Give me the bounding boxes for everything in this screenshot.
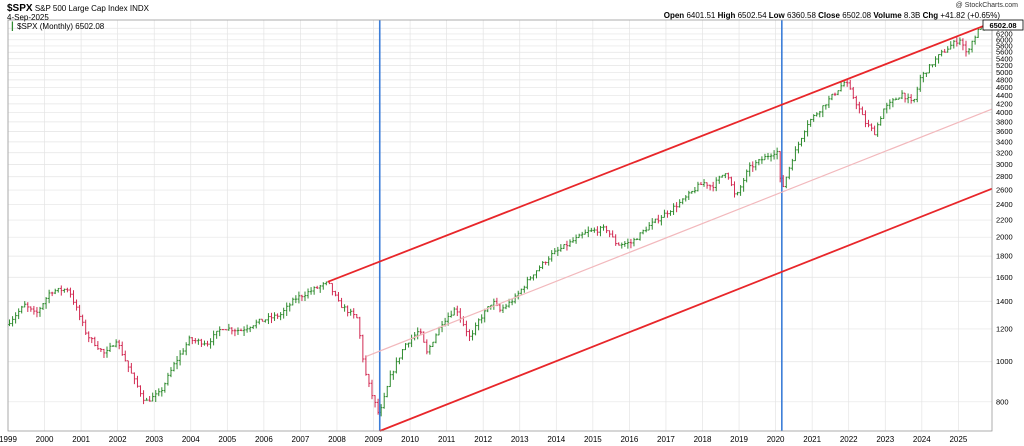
y-tick-label: 5000 (996, 68, 1013, 77)
x-tick-label: 2015 (584, 435, 602, 444)
high-value: 6502.54 (737, 11, 767, 20)
index-name: S&P 500 Large Cap Index (34, 4, 128, 13)
chart-gridlines (7, 20, 992, 431)
volume-label: Volume (873, 11, 902, 20)
close-label: Close (818, 11, 840, 20)
ohlc-summary: Open 6401.51 High 6502.54 Low 6360.58 Cl… (664, 11, 1000, 20)
y-tick-label: 2400 (996, 200, 1013, 209)
x-tick-label: 2022 (840, 435, 858, 444)
chart-title: $SPX S&P 500 Large Cap Index INDX (7, 3, 149, 14)
y-tick-label: 5400 (996, 54, 1013, 63)
y-tick-label: 6000 (996, 35, 1013, 44)
x-tick-label: 2013 (511, 435, 529, 444)
x-tick-label: 2006 (255, 435, 273, 444)
y-tick-label: 800 (996, 397, 1009, 406)
x-tick-label: 2005 (218, 435, 236, 444)
x-tick-label: 2011 (438, 435, 456, 444)
x-tick-label: 2012 (474, 435, 492, 444)
channel-lower-line (379, 187, 993, 432)
y-tick-label: 4400 (996, 91, 1013, 100)
y-tick-label: 5800 (996, 41, 1013, 50)
legend-text: $SPX (Monthly) 6502.08 (17, 22, 105, 31)
x-tick-label: 2003 (145, 435, 163, 444)
x-tick-label: 2017 (657, 435, 675, 444)
y-tick-label: 1800 (996, 252, 1013, 261)
y-tick-label: 2000 (996, 233, 1013, 242)
y-tick-label: 5200 (996, 61, 1013, 70)
x-tick-label: 2019 (730, 435, 748, 444)
x-tick-label: 1999 (0, 435, 17, 444)
x-tick-label: 2004 (182, 435, 200, 444)
y-tick-label: 4600 (996, 83, 1013, 92)
high-label: High (717, 11, 736, 20)
y-tick-label: 4800 (996, 75, 1013, 84)
y-tick-label: 4200 (996, 99, 1013, 108)
ohlc-bars (8, 20, 986, 417)
x-tick-label: 2002 (109, 435, 127, 444)
y-tick-label: 5600 (996, 48, 1013, 57)
x-tick-label: 2023 (876, 435, 894, 444)
x-tick-label: 2007 (292, 435, 310, 444)
x-tick-label: 2010 (401, 435, 419, 444)
y-tick-label: 3400 (996, 137, 1013, 146)
y-tick-label: 2200 (996, 216, 1013, 225)
x-tick-label: 2021 (803, 435, 821, 444)
y-tick-label: 1000 (996, 357, 1013, 366)
x-tick-label: 2020 (767, 435, 785, 444)
chart-date: 4-Sep-2025 (7, 13, 49, 22)
volume-value: 8.3B (903, 11, 921, 20)
ticker-symbol: $SPX (7, 3, 33, 14)
last-price-tag: 6502.08 (982, 19, 1024, 31)
open-label: Open (663, 11, 685, 20)
x-tick-label: 2001 (72, 435, 90, 444)
change-label: Chg (922, 11, 939, 20)
y-tick-label: 3800 (996, 117, 1013, 126)
y-tick-label: 2600 (996, 186, 1013, 195)
y-tick-label: 4000 (996, 108, 1013, 117)
copyright-notice: @ StockCharts.com (955, 2, 1018, 9)
x-tick-label: 2016 (620, 435, 638, 444)
y-tick-label: 2800 (996, 172, 1013, 181)
trend-channel (327, 20, 993, 432)
y-tick-label: 6200 (996, 29, 1013, 38)
last-price-tag-text: 6502.08 (989, 21, 1016, 30)
y-tick-label: 1600 (996, 273, 1013, 282)
open-value: 6401.51 (686, 11, 716, 20)
close-value: 6502.08 (842, 11, 872, 20)
x-tick-label: 2008 (328, 435, 346, 444)
exchange-code: INDX (129, 4, 149, 13)
x-tick-label: 2009 (365, 435, 383, 444)
series-legend: ┃ $SPX (Monthly) 6502.08 (10, 22, 104, 31)
channel-upper-line (327, 21, 993, 283)
x-tick-label: 2014 (547, 435, 565, 444)
y-tick-label: 1200 (996, 324, 1013, 333)
channel-mid-line (365, 108, 993, 357)
change-value: +41.82 (+0.65%) (940, 11, 1000, 20)
x-tick-label: 2018 (694, 435, 712, 444)
y-tick-label: 3000 (996, 160, 1013, 169)
y-tick-label: 3600 (996, 127, 1013, 136)
x-tick-label: 2000 (36, 435, 54, 444)
low-value: 6360.58 (787, 11, 816, 20)
last-price-tag-box (982, 19, 1024, 31)
y-tick-label: 3200 (996, 148, 1013, 157)
x-tick-label: 2024 (913, 435, 931, 444)
plot-frame (7, 19, 993, 432)
y-tick-label: 1400 (996, 297, 1013, 306)
x-tick-label: 2025 (949, 435, 967, 444)
low-label: Low (768, 11, 785, 20)
legend-bar-icon: ┃ (10, 22, 15, 31)
